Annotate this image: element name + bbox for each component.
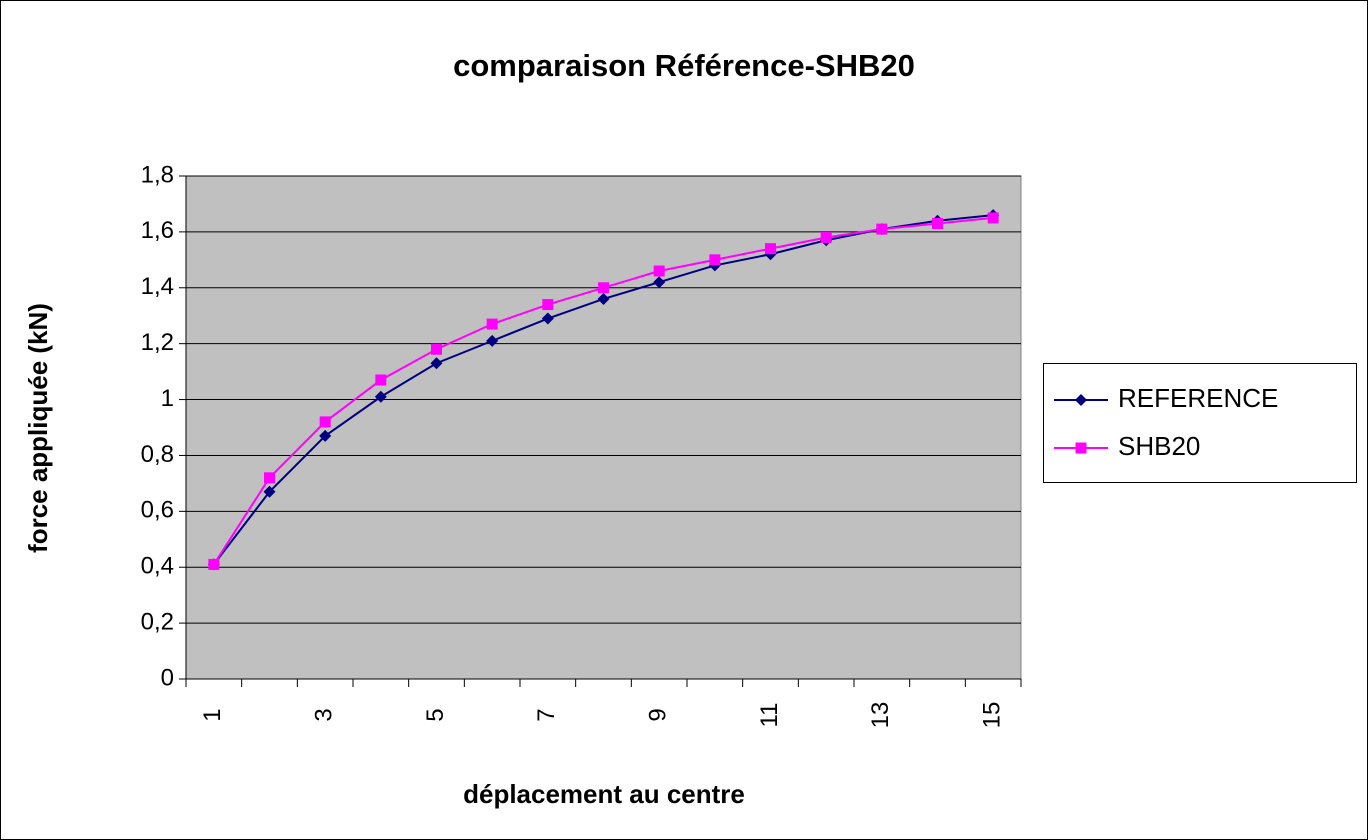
y-tick-label: 1,4 (141, 273, 174, 300)
point-marker (263, 485, 276, 498)
point-marker (598, 282, 609, 294)
point-marker (374, 390, 387, 403)
y-tick-label: 0,8 (141, 441, 174, 468)
point-marker (430, 357, 443, 370)
y-tick-label: 1 (161, 385, 174, 412)
point-marker (820, 231, 832, 243)
point-marker (486, 318, 498, 330)
x-tick-label: 9 (645, 708, 672, 721)
point-marker (653, 265, 665, 277)
x-tick-label: 13 (867, 702, 894, 729)
x-tick-label: 1 (199, 708, 226, 721)
point-marker (486, 334, 499, 347)
x-tick-label: 3 (311, 708, 338, 721)
point-marker (932, 218, 943, 230)
point-marker (264, 472, 275, 484)
y-tick-label: 1,6 (141, 217, 174, 244)
point-marker (653, 276, 666, 289)
y-tick-label: 1,2 (141, 329, 174, 356)
point-marker (541, 312, 554, 325)
y-tick-label: 0,4 (141, 553, 174, 580)
x-tick-label: 11 (756, 703, 783, 728)
legend-marker (1075, 394, 1087, 406)
point-marker (319, 416, 331, 428)
point-marker (208, 558, 220, 570)
point-marker (542, 299, 554, 311)
point-marker (765, 243, 776, 255)
point-marker (431, 343, 442, 355)
y-axis-title: force appliquée (kN) (23, 303, 53, 553)
plot-area (185, 175, 1022, 680)
legend-marker (1075, 442, 1087, 454)
legend-box (1043, 363, 1357, 483)
point-marker (319, 429, 332, 442)
point-marker (597, 292, 610, 305)
point-marker (375, 374, 387, 386)
point-marker (987, 212, 999, 224)
legend-label: REFERENCE (1118, 383, 1278, 413)
legend-label: SHB20 (1118, 431, 1200, 461)
x-tick-label: 7 (533, 708, 560, 721)
x-axis-title: déplacement au centre (463, 779, 745, 809)
y-tick-label: 0,6 (141, 497, 174, 524)
y-tick-label: 0,2 (141, 608, 174, 635)
y-tick-label: 0 (161, 664, 174, 691)
chart-title: comparaison Référence-SHB20 (453, 48, 915, 83)
point-marker (876, 223, 888, 235)
point-marker (709, 254, 721, 266)
y-tick-label: 1,8 (141, 161, 174, 188)
x-tick-label: 15 (979, 702, 1006, 729)
x-tick-label: 5 (422, 708, 449, 721)
